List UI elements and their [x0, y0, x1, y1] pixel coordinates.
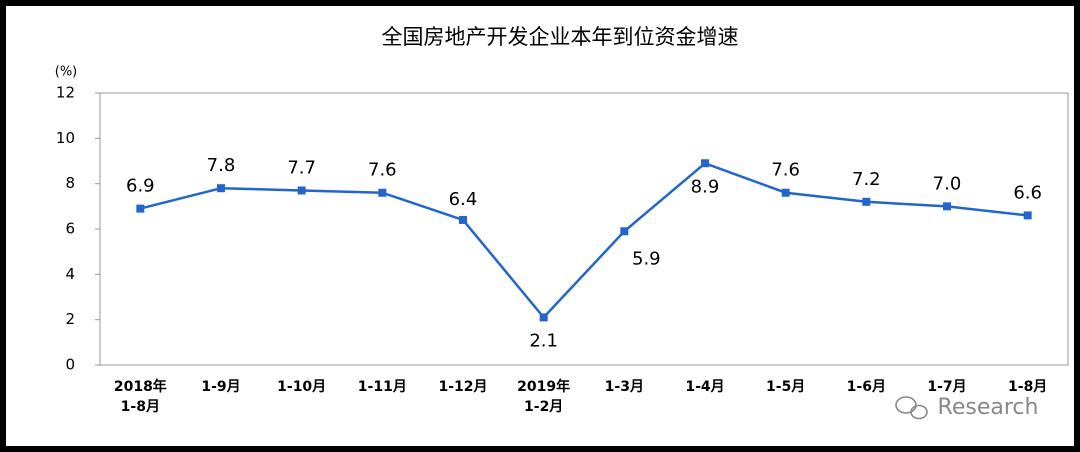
data-label: 6.4 [449, 189, 478, 210]
background [6, 6, 1074, 446]
marker [1023, 211, 1032, 220]
x-tick-label: 1-3月 [605, 379, 644, 395]
x-tick-label: 1-5月 [766, 379, 805, 395]
y-tick-label: 6 [65, 220, 75, 238]
x-tick-label: 1-7月 [927, 379, 966, 395]
marker [620, 227, 629, 236]
y-tick-label: 2 [65, 310, 75, 328]
data-label: 8.9 [691, 176, 720, 197]
x-tick-label: 1-12月 [438, 379, 487, 395]
marker [862, 197, 871, 206]
data-label: 6.9 [126, 176, 155, 197]
x-tick-label: 2018年 1-8月 [114, 378, 167, 415]
x-tick-label: 1-9月 [201, 379, 240, 395]
x-tick-label: 1-6月 [847, 379, 886, 395]
x-tick-label: 1-4月 [685, 379, 724, 395]
data-label: 7.2 [852, 169, 881, 190]
data-label: 5.9 [632, 248, 661, 269]
y-axis-label: (%) [55, 65, 78, 80]
y-tick-label: 4 [65, 265, 75, 283]
data-label: 6.6 [1013, 182, 1042, 203]
line [140, 161, 1028, 320]
marker [781, 188, 790, 197]
x-tick-label: 1-11月 [358, 379, 407, 395]
y-tick-label: 12 [56, 84, 75, 102]
chart-title: 全国房地产开发企业本年到位资金增速 [382, 25, 739, 49]
x-tick-label: 1-8月 [1008, 379, 1047, 395]
y-tick-label: 8 [65, 174, 75, 192]
y-tick-label: 0 [65, 356, 75, 374]
data-label: 7.7 [287, 157, 316, 178]
x-tick-label: 2019年 1-2月 [517, 378, 570, 415]
marker [943, 202, 951, 211]
data-label: 7.8 [207, 155, 236, 176]
marker [701, 159, 709, 168]
data-label: 7.6 [368, 160, 397, 181]
watermark: Research [938, 395, 1039, 420]
marker [459, 215, 467, 224]
marker [539, 313, 548, 322]
watermark-icon [895, 396, 928, 420]
marker [136, 204, 145, 213]
x-tick-label: 1-10月 [277, 379, 326, 395]
marker [217, 184, 225, 193]
data-label: 7.6 [771, 160, 800, 181]
data-label: 2.1 [529, 330, 558, 351]
data-label: 7.0 [933, 173, 962, 194]
marker [378, 188, 387, 197]
y-tick-label: 10 [56, 129, 75, 147]
marker [297, 186, 306, 195]
